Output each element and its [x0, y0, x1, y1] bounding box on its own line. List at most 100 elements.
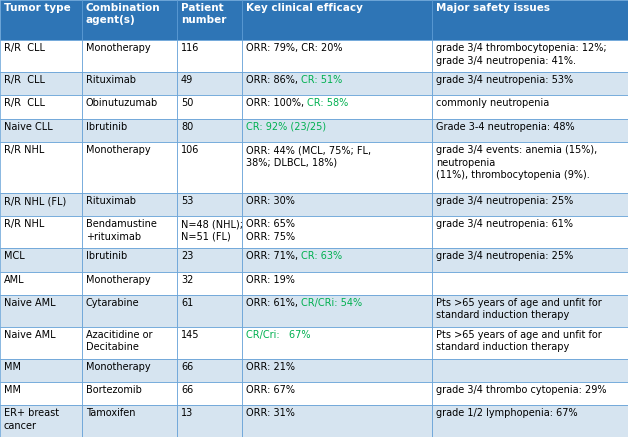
- Bar: [0, 193, 82, 216]
- Bar: [82, 327, 177, 358]
- Text: Key clinical efficacy: Key clinical efficacy: [246, 3, 363, 13]
- Bar: [432, 405, 628, 437]
- Text: MCL: MCL: [4, 251, 24, 261]
- Text: Naive AML: Naive AML: [4, 298, 56, 308]
- Text: Monotherapy: Monotherapy: [86, 43, 151, 53]
- Bar: [177, 142, 242, 193]
- Text: Obinutuzumab: Obinutuzumab: [86, 98, 158, 108]
- Text: Tamoxifen: Tamoxifen: [86, 408, 136, 418]
- Bar: [82, 0, 177, 40]
- Text: ORR: 30%: ORR: 30%: [246, 196, 295, 206]
- Text: R/R NHL (FL): R/R NHL (FL): [4, 196, 66, 206]
- Text: Pts >65 years of age and unfit for
standard induction therapy: Pts >65 years of age and unfit for stand…: [436, 329, 602, 352]
- Text: 49: 49: [181, 75, 193, 85]
- Text: 116: 116: [181, 43, 199, 53]
- Text: Tumor type: Tumor type: [4, 3, 71, 13]
- Bar: [432, 142, 628, 193]
- Bar: [242, 0, 432, 40]
- Text: Ibrutinib: Ibrutinib: [86, 122, 127, 132]
- Bar: [0, 382, 82, 405]
- Text: grade 3/4 thrombocytopenia: 12%;
grade 3/4 neutropenia: 41%.: grade 3/4 thrombocytopenia: 12%; grade 3…: [436, 43, 607, 66]
- Bar: [0, 405, 82, 437]
- Text: grade 3/4 neutropenia: 53%: grade 3/4 neutropenia: 53%: [436, 75, 573, 85]
- Bar: [177, 405, 242, 437]
- Bar: [0, 327, 82, 358]
- Bar: [177, 382, 242, 405]
- Bar: [242, 95, 432, 119]
- Bar: [432, 248, 628, 271]
- Bar: [0, 216, 82, 248]
- Bar: [82, 295, 177, 327]
- Bar: [432, 95, 628, 119]
- Bar: [177, 216, 242, 248]
- Text: CR: 63%: CR: 63%: [301, 251, 342, 261]
- Text: 106: 106: [181, 145, 199, 155]
- Bar: [242, 248, 432, 271]
- Text: ORR: 71%,: ORR: 71%,: [246, 251, 301, 261]
- Bar: [177, 248, 242, 271]
- Bar: [177, 40, 242, 72]
- Text: 80: 80: [181, 122, 193, 132]
- Text: N=48 (NHL);
N=51 (FL): N=48 (NHL); N=51 (FL): [181, 219, 243, 242]
- Bar: [432, 358, 628, 382]
- Bar: [242, 295, 432, 327]
- Text: grade 1/2 lymphopenia: 67%: grade 1/2 lymphopenia: 67%: [436, 408, 578, 418]
- Bar: [82, 72, 177, 95]
- Bar: [0, 271, 82, 295]
- Bar: [242, 405, 432, 437]
- Bar: [177, 0, 242, 40]
- Text: MM: MM: [4, 361, 21, 371]
- Text: 23: 23: [181, 251, 193, 261]
- Text: R/R  CLL: R/R CLL: [4, 43, 45, 53]
- Bar: [82, 405, 177, 437]
- Text: AML: AML: [4, 274, 24, 284]
- Bar: [432, 193, 628, 216]
- Text: R/R NHL: R/R NHL: [4, 145, 45, 155]
- Text: ORR: 19%: ORR: 19%: [246, 274, 295, 284]
- Text: Azacitidine or
Decitabine: Azacitidine or Decitabine: [86, 329, 153, 352]
- Text: commonly neutropenia: commonly neutropenia: [436, 98, 550, 108]
- Text: Major safety issues: Major safety issues: [436, 3, 550, 13]
- Text: 61: 61: [181, 298, 193, 308]
- Text: Monotherapy: Monotherapy: [86, 274, 151, 284]
- Text: MM: MM: [4, 385, 21, 395]
- Bar: [242, 216, 432, 248]
- Text: Monotherapy: Monotherapy: [86, 361, 151, 371]
- Text: ORR: 100%,: ORR: 100%,: [246, 98, 307, 108]
- Text: ORR: 44% (MCL, 75%; FL,
38%; DLBCL, 18%): ORR: 44% (MCL, 75%; FL, 38%; DLBCL, 18%): [246, 145, 371, 167]
- Text: Cytarabine: Cytarabine: [86, 298, 139, 308]
- Text: CR: 58%: CR: 58%: [307, 98, 349, 108]
- Bar: [177, 119, 242, 142]
- Text: Naive CLL: Naive CLL: [4, 122, 53, 132]
- Text: ORR: 86%,: ORR: 86%,: [246, 75, 301, 85]
- Bar: [82, 382, 177, 405]
- Bar: [432, 295, 628, 327]
- Text: ORR: 31%: ORR: 31%: [246, 408, 295, 418]
- Text: R/R  CLL: R/R CLL: [4, 75, 45, 85]
- Bar: [432, 40, 628, 72]
- Text: Grade 3-4 neutropenia: 48%: Grade 3-4 neutropenia: 48%: [436, 122, 575, 132]
- Bar: [177, 295, 242, 327]
- Bar: [177, 95, 242, 119]
- Text: CR/Cri:   67%: CR/Cri: 67%: [246, 329, 310, 340]
- Text: Ibrutinib: Ibrutinib: [86, 251, 127, 261]
- Text: CR: 92% (23/25): CR: 92% (23/25): [246, 122, 326, 132]
- Bar: [432, 216, 628, 248]
- Text: Pts >65 years of age and unfit for
standard induction therapy: Pts >65 years of age and unfit for stand…: [436, 298, 602, 320]
- Text: 32: 32: [181, 274, 193, 284]
- Text: ORR: 67%: ORR: 67%: [246, 385, 295, 395]
- Bar: [432, 382, 628, 405]
- Bar: [0, 0, 82, 40]
- Bar: [0, 72, 82, 95]
- Text: Rituximab: Rituximab: [86, 196, 136, 206]
- Text: Bendamustine
+rituximab: Bendamustine +rituximab: [86, 219, 157, 242]
- Bar: [177, 358, 242, 382]
- Text: 66: 66: [181, 385, 193, 395]
- Bar: [0, 248, 82, 271]
- Text: 66: 66: [181, 361, 193, 371]
- Text: Combination
agent(s): Combination agent(s): [86, 3, 161, 25]
- Bar: [82, 216, 177, 248]
- Bar: [242, 142, 432, 193]
- Bar: [242, 271, 432, 295]
- Bar: [0, 119, 82, 142]
